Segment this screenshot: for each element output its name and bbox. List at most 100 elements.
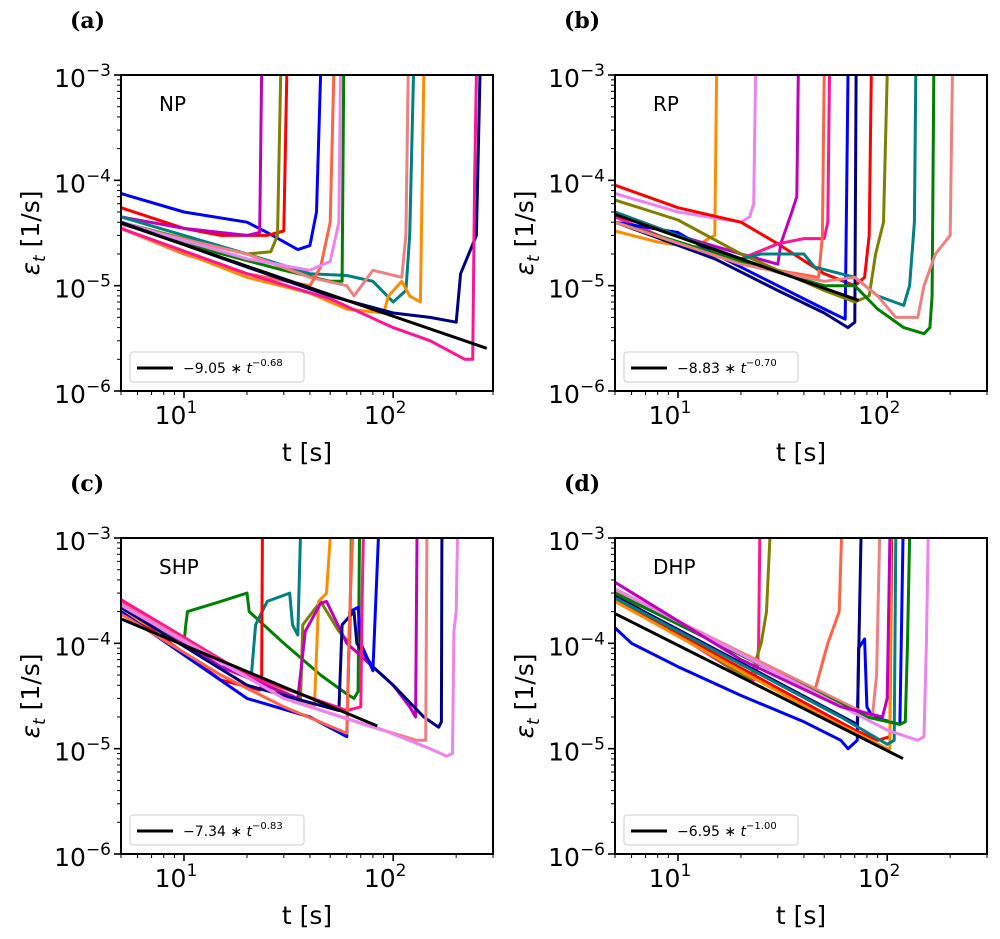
y-tick-exponent: −3 [580,524,605,544]
x-axis-label: t [s] [282,901,332,930]
y-tick-base: 10 [548,169,580,198]
y-tick-label: 10−4 [548,629,605,661]
y-tick-base: 10 [54,843,86,872]
series-line-12 [615,75,954,319]
x-tick-exponent: 1 [186,861,197,881]
series-line-3 [121,75,264,237]
y-axis-label: εt [1/s] [16,654,50,739]
series-line-10 [121,538,355,735]
y-tick-label: 10−4 [54,629,111,661]
x-tick-exponent: 1 [186,398,197,418]
legend-coef: −9.05 [183,361,226,377]
y-tick-base: 10 [54,738,86,767]
panel-annotation: DHP [653,555,696,579]
series-line-9 [615,75,889,304]
y-tick-label: 10−5 [548,735,605,767]
x-tick-base: 10 [364,401,396,430]
legend-var: t [247,361,253,377]
legend-exp: −0.83 [252,821,283,832]
fit-line [615,213,860,302]
legend-coef: −7.34 [183,824,226,840]
axes-frame [120,74,494,392]
legend-label: −7.34 ∗ t−0.83 [183,821,283,840]
x-tick-base: 10 [155,401,187,430]
series-line-12 [121,75,478,361]
y-tick-base: 10 [548,738,580,767]
y-label-unit: [1/s] [16,191,45,256]
y-tick-label: 10−4 [54,166,111,198]
y-tick-base: 10 [54,275,86,304]
legend-times: ∗ [720,824,741,840]
series-line-9 [121,75,342,272]
y-tick-exponent: −3 [86,61,111,81]
panel-annotation: SHP [159,555,199,579]
x-tick-label: 101 [155,861,198,893]
y-tick-base: 10 [54,632,86,661]
y-label-subscript: t [524,717,544,725]
legend: −7.34 ∗ t−0.83 [129,814,305,846]
y-tick-label: 10−3 [548,61,605,93]
y-tick-label: 10−3 [548,524,605,556]
y-tick-label: 10−6 [548,377,605,409]
legend: −8.83 ∗ t−0.70 [623,351,799,383]
series-line-12 [121,538,459,758]
series-line-1 [121,538,361,700]
legend-times: ∗ [226,361,247,377]
y-tick-base: 10 [548,64,580,93]
series-line-6 [615,538,882,719]
x-axis-label: t [s] [282,438,332,467]
panel-label: (d) [564,471,600,497]
legend-box [623,351,799,383]
y-tick-exponent: −6 [580,840,605,860]
y-tick-exponent: −3 [580,61,605,81]
x-tick-exponent: 1 [680,861,691,881]
y-axis-label: εt [1/s] [16,191,50,276]
x-tick-base: 10 [649,864,681,893]
y-label-subscript: t [524,254,544,262]
y-label-unit: [1/s] [510,654,539,719]
y-tick-label: 10−5 [54,735,111,767]
y-label-unit: [1/s] [510,191,539,256]
series-line-2 [615,75,758,224]
y-label-symbol: ε [510,725,539,739]
y-tick-exponent: −6 [86,377,111,397]
y-tick-exponent: −5 [580,735,605,755]
x-tick-base: 10 [364,864,396,893]
x-tick-exponent: 2 [890,861,901,881]
series-line-6 [121,538,419,719]
legend-label: −9.05 ∗ t−0.68 [183,358,283,377]
series-line-5 [121,75,415,304]
legend-box [129,351,305,383]
fit-line [615,612,904,760]
y-label-symbol: ε [510,262,539,276]
legend: −6.95 ∗ t−1.00 [623,814,799,846]
panel-label: (a) [70,8,105,34]
y-tick-exponent: −6 [86,840,111,860]
y-tick-exponent: −6 [580,377,605,397]
y-tick-exponent: −4 [580,166,605,186]
series-line-9 [615,538,898,746]
x-tick-base: 10 [858,864,890,893]
y-tick-label: 10−4 [548,166,605,198]
y-tick-base: 10 [548,380,580,409]
series-line-10 [121,75,426,315]
y-tick-label: 10−6 [54,377,111,409]
x-tick-exponent: 1 [680,398,691,418]
axes-frame [120,537,494,855]
y-tick-label: 10−5 [54,272,111,304]
legend-times: ∗ [720,361,741,377]
y-tick-base: 10 [54,64,86,93]
y-tick-base: 10 [548,527,580,556]
legend-box [623,814,799,846]
y-tick-exponent: −5 [86,735,111,755]
x-axis-label: t [s] [776,438,826,467]
legend-coef: −8.83 [677,361,720,377]
series-group [615,75,954,336]
x-tick-exponent: 2 [890,398,901,418]
legend-exp: −0.70 [746,358,777,369]
legend-exp: −1.00 [746,821,777,832]
y-tick-label: 10−6 [54,840,111,872]
